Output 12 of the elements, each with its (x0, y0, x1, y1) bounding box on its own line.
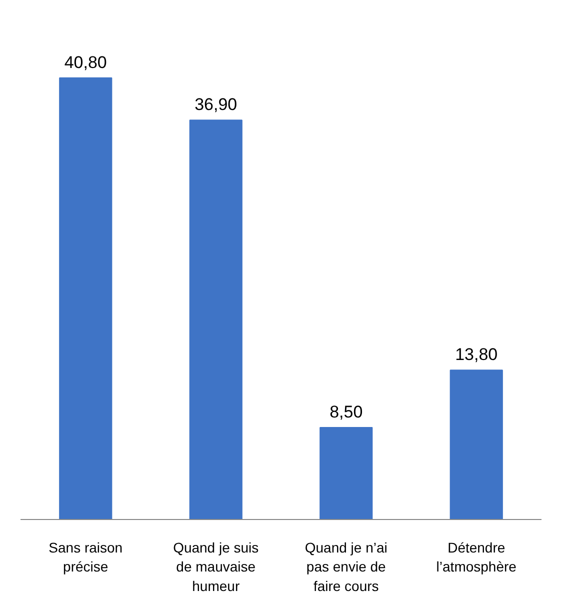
data-label: 8,50 (330, 402, 363, 422)
data-label: 13,80 (455, 345, 498, 364)
data-label: 36,90 (194, 95, 238, 114)
bar (450, 370, 503, 520)
x-tick-label: Quand je suis de mauvaise humeur (173, 540, 259, 594)
x-tick-label: Détendre l’atmosphère (436, 540, 517, 575)
bar (320, 427, 373, 520)
x-tick-label: Quand je n’ai pas envie de faire cours (304, 540, 388, 594)
bar (189, 120, 242, 520)
bar (59, 77, 112, 520)
data-label: 40,80 (64, 52, 107, 72)
x-tick-label: Sans raison précise (48, 540, 123, 575)
